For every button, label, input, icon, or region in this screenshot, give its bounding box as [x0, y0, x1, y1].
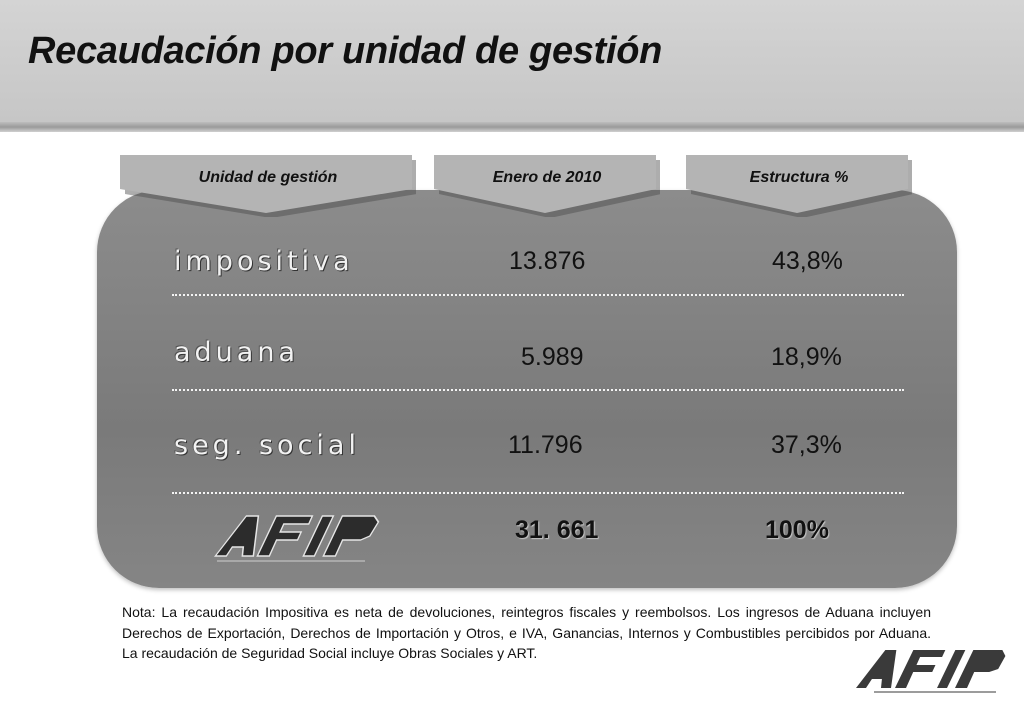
column-header-label: Estructura % [749, 169, 849, 186]
share-impositiva: 43,8% [772, 247, 843, 275]
afip-logo-mark [213, 515, 380, 562]
unit-label-aduana: aduana [174, 337, 299, 368]
column-header-label: Enero de 2010 [492, 169, 602, 186]
title-divider [0, 122, 1024, 132]
column-header-unit: Unidad de gestión [120, 155, 416, 217]
afip-logo [205, 514, 383, 577]
unit-label-impositiva: impositiva [174, 246, 354, 277]
amount-impositiva: 13.876 [509, 247, 586, 275]
header-arrow-shape [434, 155, 660, 217]
unit-label-seg-social: seg. social [174, 430, 360, 461]
row-divider [172, 294, 904, 296]
amount-aduana: 5.989 [521, 343, 584, 371]
column-header-share: Estructura % [686, 155, 912, 217]
row-divider [172, 389, 904, 391]
afip-logo-small-mark [856, 650, 1006, 693]
share-seg-social: 37,3% [771, 431, 842, 459]
column-header-label: Unidad de gestión [198, 169, 338, 186]
afip-logo-small [846, 648, 1008, 705]
footnote: Nota: La recaudación Impositiva es neta … [122, 604, 931, 661]
row-divider [172, 492, 904, 494]
total-amount: 31. 661 [515, 516, 599, 544]
total-share: 100% [765, 516, 829, 544]
header-arrow-shape [686, 155, 912, 217]
share-aduana: 18,9% [771, 343, 842, 371]
amount-seg-social: 11.796 [508, 431, 583, 459]
column-header-month: Enero de 2010 [434, 155, 660, 217]
header-arrow-shape [120, 155, 416, 217]
title-bar [0, 0, 1024, 122]
page-title: Recaudación por unidad de gestión [28, 30, 663, 72]
